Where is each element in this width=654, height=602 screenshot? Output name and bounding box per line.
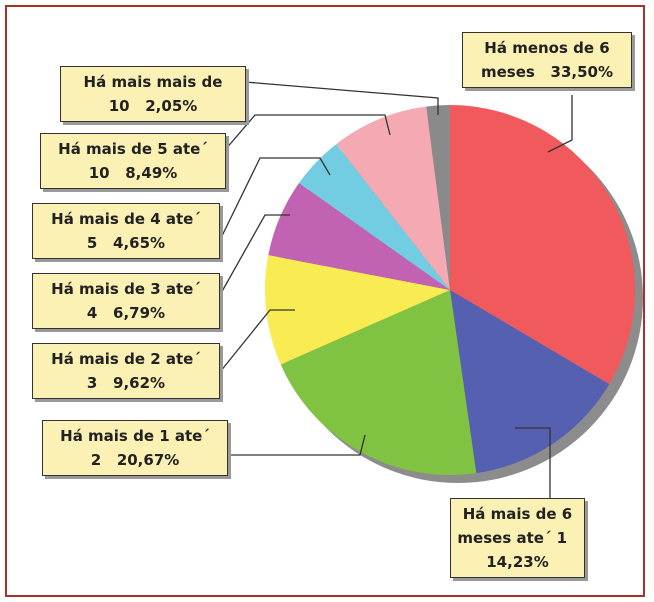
category-label: Há mais de 3 ate´ 4 bbox=[51, 280, 201, 322]
pie-slice bbox=[280, 290, 477, 475]
pie-slice bbox=[450, 290, 610, 474]
leader-line bbox=[228, 434, 366, 456]
pie-slice bbox=[265, 255, 450, 365]
leader-lines bbox=[219, 81, 573, 500]
leader-line bbox=[219, 214, 290, 296]
slice-label: Há mais mais de 10 2,05% bbox=[60, 66, 246, 122]
value-label: 33,50% bbox=[550, 63, 613, 81]
slice-label: Há mais de 6 meses ate´ 1 14,23% bbox=[450, 498, 585, 578]
value-label: 8,49% bbox=[125, 164, 178, 182]
slice-label: Há mais de 3 ate´ 4 6,79% bbox=[32, 273, 220, 329]
leader-line bbox=[244, 81, 439, 115]
category-label: Há mais de 6 meses ate´ 1 bbox=[457, 505, 573, 547]
slice-label: Há mais de 2 ate´ 3 9,62% bbox=[32, 343, 220, 399]
pie-slice bbox=[450, 105, 635, 385]
slice-label: Há menos de 6 meses 33,50% bbox=[462, 32, 632, 88]
category-label: Há mais de 4 ate´ 5 bbox=[51, 210, 201, 252]
category-label: Há mais de 5 ate´ 10 bbox=[58, 140, 208, 182]
value-label: 4,65% bbox=[113, 234, 166, 252]
value-label: 2,05% bbox=[145, 97, 198, 115]
category-label: Há mais de 2 ate´ 3 bbox=[51, 350, 201, 392]
leader-line bbox=[224, 114, 391, 151]
value-label: 9,62% bbox=[113, 374, 166, 392]
pie bbox=[265, 105, 635, 475]
category-label: Há mais de 1 ate´ 2 bbox=[60, 427, 210, 469]
pie-slice bbox=[336, 106, 450, 290]
leader-line bbox=[547, 95, 573, 153]
category-label: Há menos de 6 meses bbox=[481, 39, 610, 81]
frame bbox=[5, 5, 645, 597]
slice-label: Há mais de 4 ate´ 5 4,65% bbox=[32, 203, 220, 259]
slice-label: Há mais de 1 ate´ 2 20,67% bbox=[42, 420, 228, 476]
leader-line bbox=[515, 427, 551, 500]
pie-slice bbox=[299, 144, 450, 290]
slice-label: Há mais de 5 ate´ 10 8,49% bbox=[40, 133, 226, 189]
value-label: 20,67% bbox=[116, 451, 180, 469]
value-label: 6,79% bbox=[113, 304, 166, 322]
leader-line bbox=[219, 309, 295, 373]
value-label: 14,23% bbox=[486, 553, 549, 571]
leader-line bbox=[219, 157, 331, 241]
pie-slice bbox=[426, 105, 450, 290]
pie-slice bbox=[268, 183, 450, 290]
category-label: Há mais mais de 10 bbox=[83, 73, 223, 115]
